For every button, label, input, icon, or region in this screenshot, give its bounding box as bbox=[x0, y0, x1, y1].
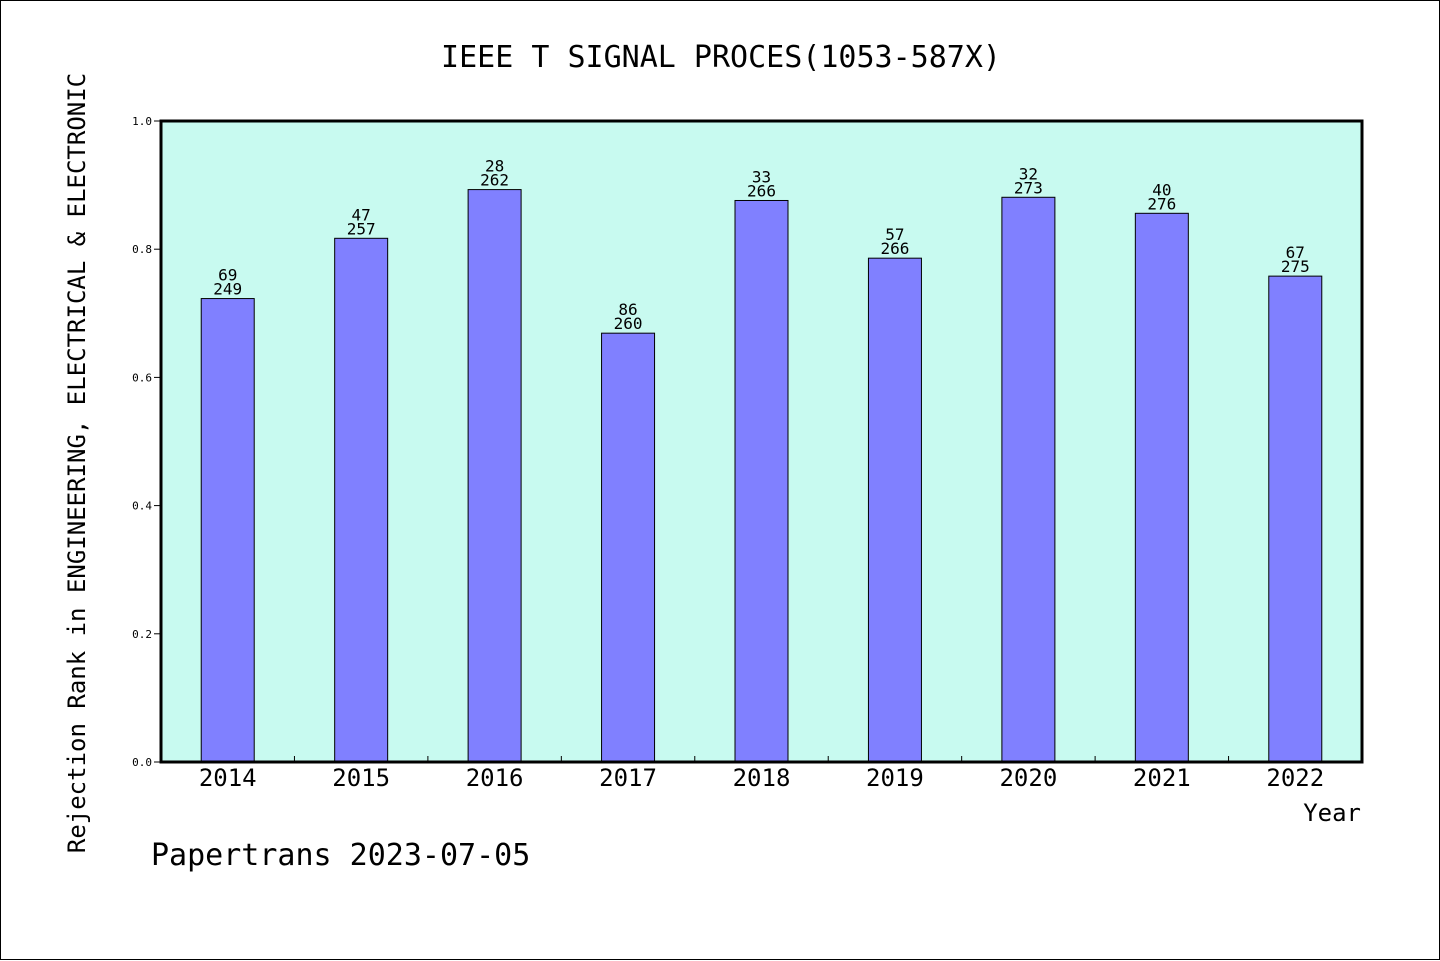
bar bbox=[200, 298, 255, 763]
bar-total-label: 266 bbox=[880, 239, 909, 258]
x-tick-label: 2014 bbox=[199, 764, 257, 792]
x-tick-label: 2019 bbox=[866, 764, 924, 792]
bar bbox=[1134, 212, 1189, 763]
y-tick-label: 1.0 bbox=[132, 115, 152, 128]
watermark: Papertrans 2023-07-05 bbox=[151, 838, 530, 873]
chart-title: IEEE T SIGNAL PROCES(1053-587X) bbox=[441, 40, 1001, 75]
bar-total-label: 249 bbox=[213, 280, 242, 299]
bar-total-label: 273 bbox=[1014, 178, 1043, 197]
x-tick-label: 2018 bbox=[733, 764, 791, 792]
bar-rank-label: 47 bbox=[352, 205, 371, 224]
x-tick-label: 2015 bbox=[332, 764, 390, 792]
bar-total-label: 266 bbox=[747, 181, 776, 200]
bar-total-label: 260 bbox=[614, 314, 643, 333]
bar bbox=[334, 237, 389, 763]
bar bbox=[867, 257, 922, 763]
bar-total-label: 257 bbox=[347, 219, 376, 238]
x-tick-label: 2022 bbox=[1266, 764, 1324, 792]
bar bbox=[467, 189, 522, 763]
y-tick-label: 0.8 bbox=[132, 243, 152, 256]
y-tick-label: 0.6 bbox=[132, 371, 152, 384]
x-tick-label: 2021 bbox=[1133, 764, 1191, 792]
bar bbox=[1268, 275, 1323, 763]
bar-rank-label: 28 bbox=[485, 157, 504, 176]
bar-total-label: 275 bbox=[1281, 257, 1310, 276]
y-tick-label: 0.2 bbox=[132, 628, 152, 641]
bar-rank-label: 33 bbox=[752, 167, 771, 186]
bar-rank-label: 57 bbox=[885, 225, 904, 244]
bar bbox=[1001, 196, 1056, 763]
x-tick-label: 2017 bbox=[599, 764, 657, 792]
bar bbox=[734, 199, 789, 763]
bar-rank-label: 32 bbox=[1019, 164, 1038, 183]
bar-rank-label: 67 bbox=[1286, 243, 1305, 262]
x-tick-label: 2020 bbox=[999, 764, 1057, 792]
bar-total-label: 262 bbox=[480, 171, 509, 190]
bar-rank-label: 69 bbox=[218, 266, 237, 285]
x-axis-title: Year bbox=[1303, 799, 1361, 827]
y-axis-title: Rejection Rank in ENGINEERING, ELECTRICA… bbox=[63, 73, 91, 853]
bar-rank-label: 86 bbox=[618, 300, 637, 319]
plot-border bbox=[159, 119, 1364, 764]
x-tick-label: 2016 bbox=[466, 764, 524, 792]
bar bbox=[601, 332, 656, 763]
bar-rank-label: 40 bbox=[1152, 180, 1171, 199]
y-tick-label: 0.4 bbox=[132, 500, 152, 513]
y-tick-label: 0.0 bbox=[132, 756, 152, 769]
bar-total-label: 276 bbox=[1147, 194, 1176, 213]
